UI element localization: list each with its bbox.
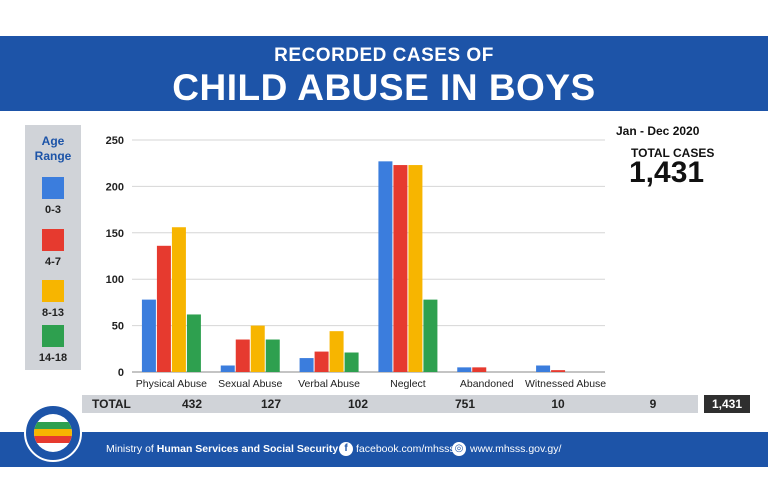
legend-swatch-14-18 — [42, 325, 64, 347]
ministry-seal-logo — [24, 404, 82, 462]
bar-verbal-abuse-0-3 — [299, 358, 314, 372]
y-tick-label-0: 0 — [118, 367, 124, 379]
seal-stripe-green — [34, 422, 72, 429]
bar-neglect-0-3 — [378, 161, 393, 372]
total-cases-label: TOTAL CASES — [631, 146, 715, 160]
y-tick-label-200: 200 — [106, 181, 124, 193]
total-abandoned: 10 — [551, 397, 565, 411]
title-line-2: CHILD ABUSE IN BOYS — [172, 67, 596, 108]
bar-chart: 0 50 100 150 200 250 Physical Abuse Sexual Abus… — [106, 135, 607, 390]
facebook-link[interactable]: facebook.com/mhsssgy — [356, 443, 466, 455]
bar-verbal-abuse-8-13 — [329, 331, 344, 372]
title-line-1: RECORDED CASES OF — [274, 45, 494, 66]
seal-emblem — [34, 414, 72, 452]
legend-panel: Age Range 0-3 4-7 8-13 14-18 — [25, 125, 81, 370]
bar-sexual-abuse-8-13 — [250, 325, 265, 372]
totals-row-label: TOTAL — [92, 397, 131, 411]
globe-icon: ◎ — [452, 442, 466, 456]
total-witnessed-abuse: 9 — [649, 397, 657, 411]
x-tick-label-physical-abuse: Physical Abuse — [136, 378, 207, 390]
legend-label-14-18: 14-18 — [38, 352, 68, 364]
bar-neglect-4-7 — [393, 165, 408, 372]
x-tick-label-witnessed-abuse: Witnessed Abuse — [525, 378, 606, 390]
y-tick-label-150: 150 — [106, 228, 124, 240]
legend-label-0-3: 0-3 — [45, 204, 61, 216]
legend-title-line-2: Range — [34, 149, 72, 163]
seal-stripe-red — [34, 436, 72, 443]
ministry-name: Ministry of Human Services and Social Se… — [106, 443, 338, 455]
x-tick-label-abandoned: Abandoned — [460, 378, 514, 390]
total-cases-value: 1,431 — [629, 156, 705, 189]
bar-witnessed-abuse-0-3 — [536, 365, 551, 372]
bar-witnessed-abuse-4-7 — [551, 370, 566, 372]
y-tick-label-250: 250 — [106, 135, 124, 147]
bar-abandoned-4-7 — [472, 367, 487, 372]
seal-stripe-yellow — [34, 429, 72, 436]
x-tick-label-sexual-abuse: Sexual Abuse — [218, 378, 282, 390]
total-verbal-abuse: 102 — [347, 397, 369, 411]
total-sexual-abuse: 127 — [260, 397, 282, 411]
legend-swatch-8-13 — [42, 280, 64, 302]
totals-row: TOTAL 432 127 102 751 10 9 — [82, 395, 698, 413]
website-link[interactable]: www.mhsss.gov.gy/ — [470, 443, 562, 455]
bar-verbal-abuse-14-18 — [344, 352, 359, 372]
legend-label-8-13: 8-13 — [41, 307, 65, 319]
ministry-bold-name: Human Services and Social Security — [156, 443, 339, 455]
title-banner: RECORDED CASES OF CHILD ABUSE IN BOYS — [0, 36, 768, 111]
x-tick-label-neglect: Neglect — [390, 378, 426, 390]
footer-bar: Ministry of Human Services and Social Se… — [0, 432, 768, 467]
total-neglect: 751 — [454, 397, 476, 411]
bar-neglect-14-18 — [423, 299, 438, 372]
bar-sexual-abuse-0-3 — [220, 365, 235, 372]
legend-swatch-0-3 — [42, 177, 64, 199]
bar-sexual-abuse-4-7 — [235, 339, 250, 372]
period-label: Jan - Dec 2020 — [616, 124, 700, 138]
bar-verbal-abuse-4-7 — [314, 351, 329, 372]
ministry-prefix: Ministry of — [106, 443, 157, 455]
x-tick-label-verbal-abuse: Verbal Abuse — [298, 378, 360, 390]
bar-sexual-abuse-14-18 — [265, 339, 280, 372]
bar-physical-abuse-0-3 — [141, 299, 156, 372]
y-tick-label-50: 50 — [112, 321, 124, 333]
bar-neglect-8-13 — [408, 165, 423, 372]
legend-label-4-7: 4-7 — [45, 256, 61, 268]
facebook-icon: f — [339, 442, 353, 456]
bar-abandoned-0-3 — [457, 367, 472, 372]
total-physical-abuse: 432 — [181, 397, 203, 411]
bar-physical-abuse-4-7 — [156, 245, 171, 372]
legend-swatch-4-7 — [42, 229, 64, 251]
bar-physical-abuse-8-13 — [171, 227, 186, 372]
bar-physical-abuse-14-18 — [186, 314, 201, 372]
legend-title-line-1: Age — [41, 134, 65, 148]
grand-total-badge: 1,431 — [704, 395, 750, 413]
y-tick-label-100: 100 — [106, 274, 124, 286]
